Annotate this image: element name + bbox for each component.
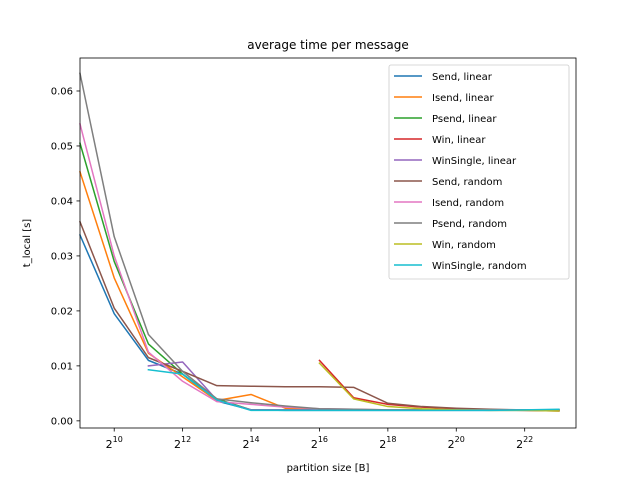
- x-tick-label-0: 210: [106, 435, 123, 451]
- x-axis-ticks: 210 212 214 216 218 220 222: [106, 428, 533, 451]
- y-tick-label-4: 0.04: [51, 197, 73, 208]
- y-tick-label-3: 0.03: [51, 252, 73, 263]
- x-tick-label-4: 218: [379, 435, 396, 451]
- y-axis-ticks: 0.00 0.01 0.02 0.03 0.04 0.05 0.06: [51, 87, 80, 427]
- legend-label-7: Psend, random: [432, 219, 507, 230]
- chart-title: average time per message: [247, 38, 409, 52]
- legend-label-2: Psend, linear: [432, 114, 497, 125]
- legend-label-8: Win, random: [432, 240, 496, 251]
- plot-frame: [79, 57, 577, 429]
- legend: Send, linear Isend, linear Psend, linear Wi…: [388, 64, 570, 280]
- legend-label-1: Isend, linear: [432, 93, 495, 104]
- legend-box: [388, 64, 570, 280]
- x-axis-label: partition size [B]: [287, 463, 370, 474]
- x-tick-label-1: 212: [174, 435, 191, 451]
- legend-label-0: Send, linear: [432, 72, 493, 83]
- legend-label-3: Win, linear: [432, 135, 486, 146]
- y-axis-label: t_local [s]: [22, 219, 33, 268]
- legend-label-9: WinSingle, random: [432, 261, 527, 272]
- y-tick-label-1: 0.01: [51, 361, 73, 372]
- series-lines: [79, 72, 560, 412]
- y-tick-label-5: 0.05: [51, 142, 73, 153]
- series-line-9: [147, 368, 560, 412]
- x-tick-label-2: 214: [242, 435, 259, 451]
- x-tick-label-3: 216: [311, 435, 328, 451]
- legend-label-5: Send, random: [432, 177, 502, 188]
- legend-label-6: Isend, random: [432, 198, 504, 209]
- x-tick-label-5: 220: [448, 435, 465, 451]
- y-tick-label-0: 0.00: [51, 416, 73, 427]
- y-tick-label-2: 0.02: [51, 306, 73, 317]
- y-tick-label-6: 0.06: [51, 87, 73, 98]
- legend-label-4: WinSingle, linear: [432, 156, 517, 167]
- x-tick-label-6: 222: [516, 435, 533, 451]
